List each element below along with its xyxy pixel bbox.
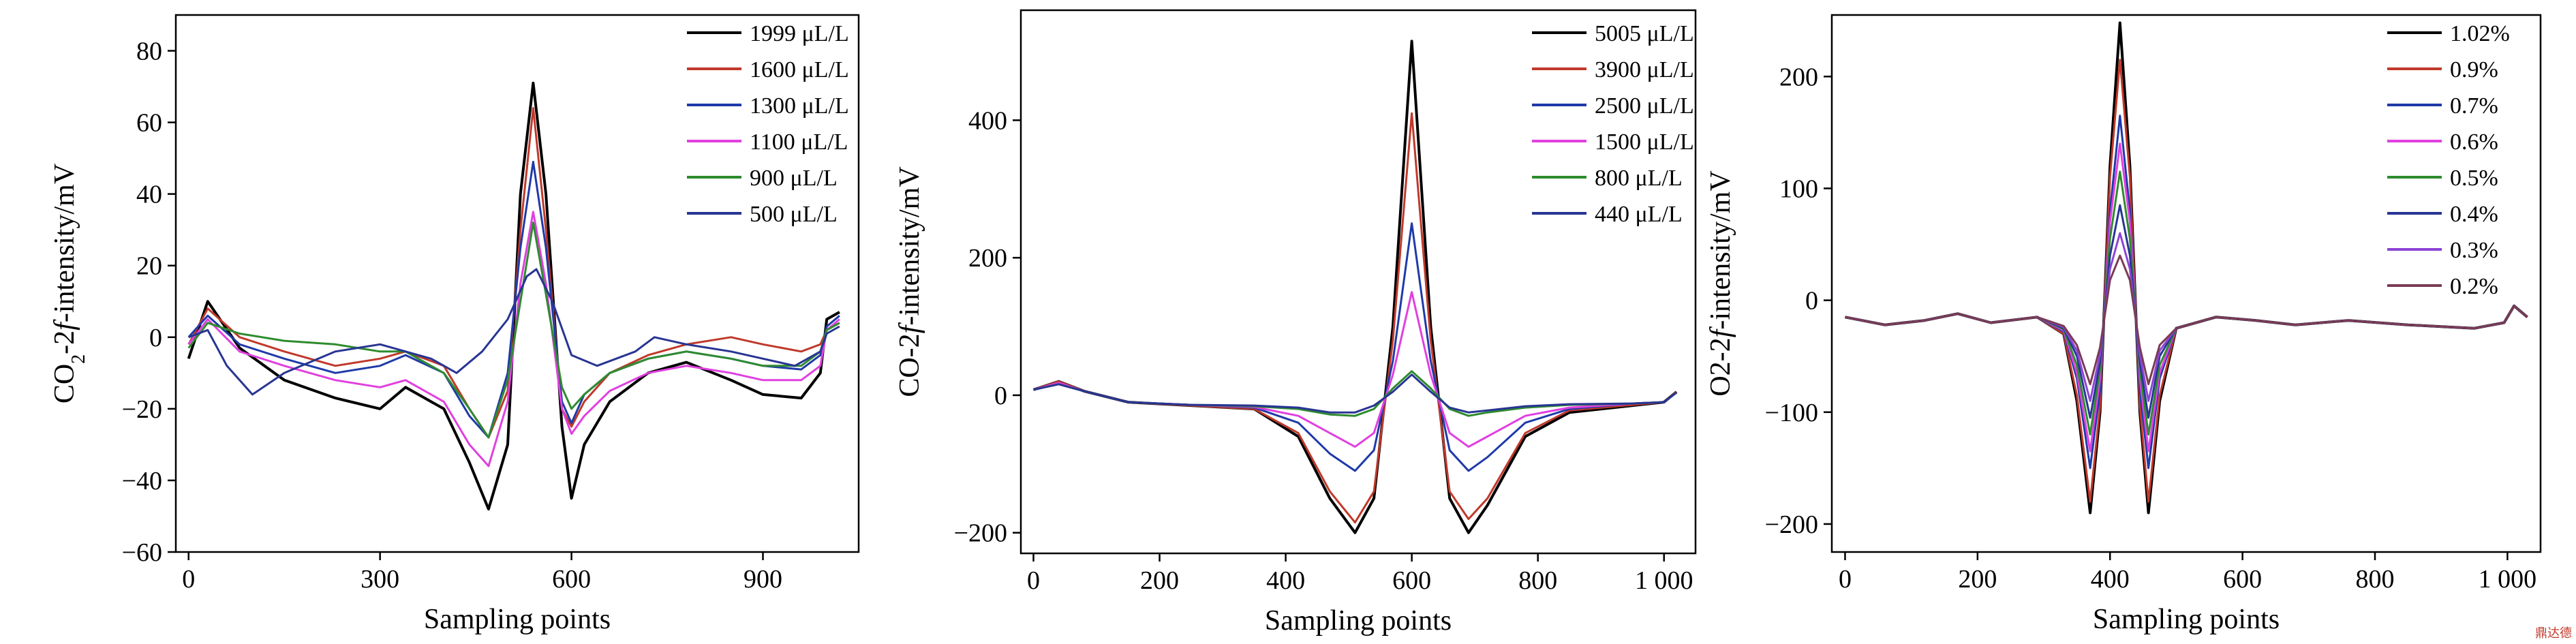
plot-frame bbox=[174, 14, 860, 553]
x-tick-label: 900 bbox=[743, 565, 782, 594]
x-tick-label: 600 bbox=[2223, 565, 2262, 594]
series-line-4 bbox=[187, 211, 840, 467]
x-tick-label: 0 bbox=[182, 565, 195, 594]
series-line-2 bbox=[1845, 59, 2528, 503]
series-line-2 bbox=[1033, 112, 1678, 524]
legend-label: 800 μL/L bbox=[1595, 166, 1683, 191]
x-tick-label: 300 bbox=[361, 565, 399, 594]
legend-label: 0.2% bbox=[2450, 274, 2498, 299]
x-tick-label: 200 bbox=[1140, 566, 1179, 595]
legend-label: 1100 μL/L bbox=[750, 129, 848, 155]
chart-panel-co2: 0 300 600 900 −60 −40 −20 0 20 40 60 80 Sampling poi… bbox=[49, 14, 860, 635]
legend-label: 2500 μL/L bbox=[1595, 93, 1694, 119]
x-tick-label: 800 bbox=[1518, 566, 1557, 595]
legend-label: 0.7% bbox=[2450, 93, 2498, 119]
y-tick-label: 400 bbox=[968, 106, 1007, 135]
y-tick-label: −200 bbox=[954, 519, 1007, 548]
series-line-2 bbox=[187, 107, 840, 439]
x-tick-label: 800 bbox=[2356, 565, 2395, 594]
series-line-5 bbox=[1845, 170, 2528, 436]
legend-label: 440 μL/L bbox=[1595, 202, 1683, 227]
legend-label: 900 μL/L bbox=[750, 166, 838, 191]
x-tick-label: 1 000 bbox=[1635, 566, 1693, 595]
y-tick-label: −200 bbox=[1765, 510, 1818, 539]
x-tick-label: 600 bbox=[1392, 566, 1431, 595]
legend-label: 3900 μL/L bbox=[1595, 57, 1694, 82]
y-tick-label: −20 bbox=[122, 395, 162, 424]
legend-label: 500 μL/L bbox=[750, 202, 838, 227]
y-tick-label: 200 bbox=[968, 244, 1007, 273]
series-line-6 bbox=[188, 268, 840, 396]
x-axis-label: Sampling points bbox=[2093, 604, 2280, 635]
plot-frame bbox=[1019, 9, 1697, 555]
series-line-4 bbox=[1033, 291, 1678, 448]
y-tick-label: 40 bbox=[136, 181, 162, 209]
series-line-4 bbox=[1845, 142, 2528, 453]
y-tick-label: −100 bbox=[1765, 399, 1818, 427]
series-line-6 bbox=[1845, 204, 2528, 419]
chart-panel-o2: 0 200 400 600 800 1 000−200−1000100200Samplin… bbox=[1705, 14, 2542, 635]
y-tick-label: 20 bbox=[136, 252, 162, 281]
y-tick-label: 200 bbox=[1779, 63, 1818, 91]
y-tick-label: 80 bbox=[136, 37, 162, 66]
x-tick-label: 400 bbox=[2091, 565, 2130, 594]
watermark-text: 鼎达德 bbox=[2535, 626, 2572, 641]
plot-frame bbox=[1830, 14, 2542, 553]
series-line-3 bbox=[1845, 114, 2528, 470]
series-line-5 bbox=[187, 221, 840, 439]
y-tick-label: 100 bbox=[1779, 174, 1818, 203]
legend-label: 0.9% bbox=[2450, 57, 2498, 82]
legend-label: 1300 μL/L bbox=[750, 93, 849, 119]
x-tick-label: 200 bbox=[1958, 565, 1997, 594]
y-axis-label: CO-2f-intensity/mV bbox=[894, 166, 925, 397]
series-line-1 bbox=[1845, 21, 2528, 515]
series-line-1 bbox=[1032, 40, 1678, 534]
legend-label: 0.6% bbox=[2450, 129, 2498, 155]
legend-label: 1600 μL/L bbox=[750, 57, 849, 82]
series-line-8 bbox=[1845, 254, 2528, 386]
x-tick-label: 1 000 bbox=[2479, 565, 2537, 594]
legend-label: 0.3% bbox=[2450, 238, 2498, 263]
chart-panel-co: 0 200 400 600 800 1 000 −200 0 200 400 Sampling po… bbox=[894, 9, 1697, 637]
x-axis-label: Sampling points bbox=[424, 604, 611, 635]
x-axis-label: Sampling points bbox=[1265, 605, 1452, 637]
x-tick-label: 600 bbox=[552, 565, 591, 594]
y-tick-label: 0 bbox=[994, 382, 1007, 410]
x-tick-label: 0 bbox=[1027, 566, 1040, 595]
legend-label: 0.5% bbox=[2450, 166, 2498, 191]
y-axis-label: CO2-2f-intensity/mV bbox=[49, 164, 89, 403]
y-tick-label: −60 bbox=[122, 538, 162, 567]
legend-label: 1500 μL/L bbox=[1595, 129, 1694, 155]
legend-label: 1.02% bbox=[2450, 21, 2510, 46]
series-line-6 bbox=[1033, 373, 1678, 414]
legend-label: 1999 μL/L bbox=[750, 21, 849, 46]
y-tick-label: 60 bbox=[136, 109, 162, 138]
y-axis-label: O2-2f-intensity/mV bbox=[1705, 170, 1736, 396]
legend-label: 5005 μL/L bbox=[1595, 21, 1694, 46]
series-line-1 bbox=[187, 81, 840, 510]
legend-label: 0.4% bbox=[2450, 202, 2498, 227]
series-line-3 bbox=[1033, 222, 1678, 472]
x-tick-label: 0 bbox=[1839, 565, 1852, 594]
y-tick-label: −40 bbox=[122, 467, 162, 495]
y-tick-label: 0 bbox=[1805, 287, 1818, 316]
y-tick-label: 0 bbox=[149, 324, 162, 352]
x-tick-label: 400 bbox=[1266, 566, 1305, 595]
